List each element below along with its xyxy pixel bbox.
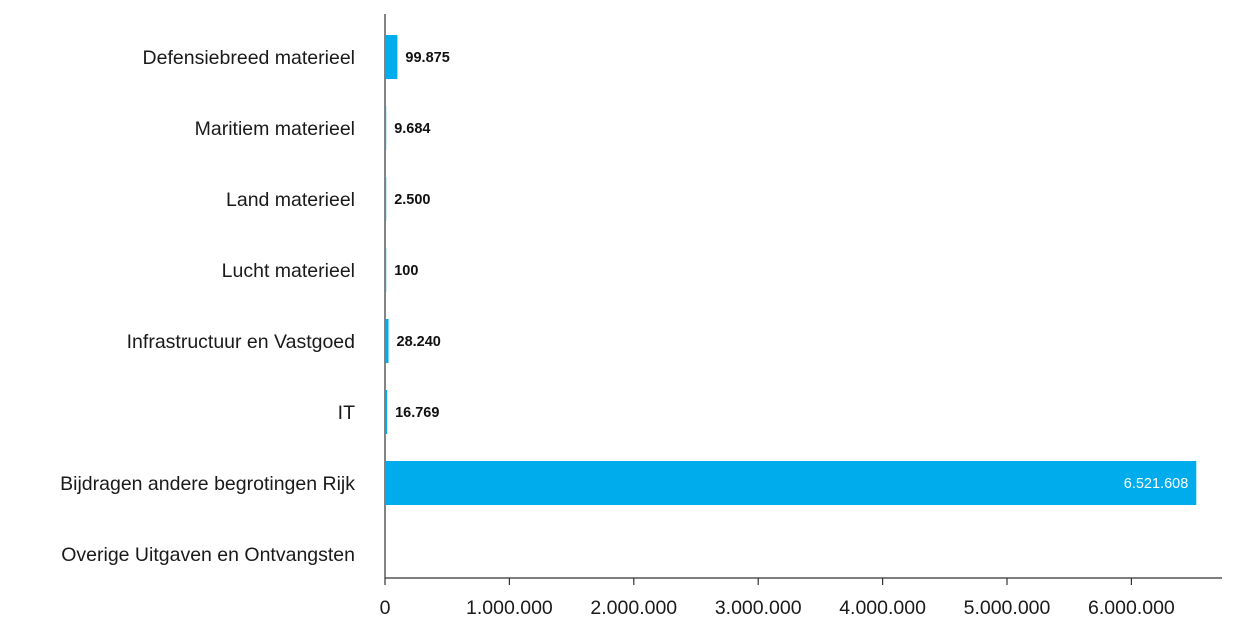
bar (385, 106, 387, 150)
category-label: Infrastructuur en Vastgoed (127, 331, 355, 353)
category-label: Maritiem materieel (195, 118, 355, 140)
bar (385, 248, 387, 292)
bar (385, 461, 1197, 505)
category-label: IT (338, 402, 355, 424)
bar-value-label: 28.240 (397, 334, 441, 350)
chart-labels: 0 1.000.000 2.000.000 3.000.000 4.000.000 5.0… (60, 47, 1188, 619)
x-tick-label: 2.000.000 (590, 597, 677, 619)
x-tick-label: 1.000.000 (466, 597, 553, 619)
bar (385, 319, 389, 363)
x-tick-label: 3.000.000 (715, 597, 802, 619)
bar (385, 390, 388, 434)
chart-bars (385, 35, 1197, 505)
category-label: Bijdragen andere begrotingen Rijk (60, 473, 355, 495)
x-tick-label: 5.000.000 (964, 597, 1051, 619)
category-label: Defensiebreed materieel (143, 47, 355, 69)
x-tick-label: 6.000.000 (1088, 597, 1175, 619)
bar-value-label: 16.769 (395, 405, 439, 421)
category-label: Overige Uitgaven en Ontvangsten (61, 544, 355, 566)
x-tick-label: 4.000.000 (839, 597, 926, 619)
category-label: Land materieel (226, 189, 355, 211)
bar (385, 177, 387, 221)
category-label: Lucht materieel (222, 260, 355, 282)
bar-value-label: 6.521.608 (1124, 476, 1189, 492)
bar-value-label: 100 (394, 263, 418, 279)
bar-value-label: 9.684 (394, 121, 430, 137)
x-tick-label: 0 (380, 597, 391, 619)
bar-value-label: 2.500 (394, 192, 430, 208)
bar (385, 35, 398, 79)
bar-value-label: 99.875 (405, 50, 449, 66)
